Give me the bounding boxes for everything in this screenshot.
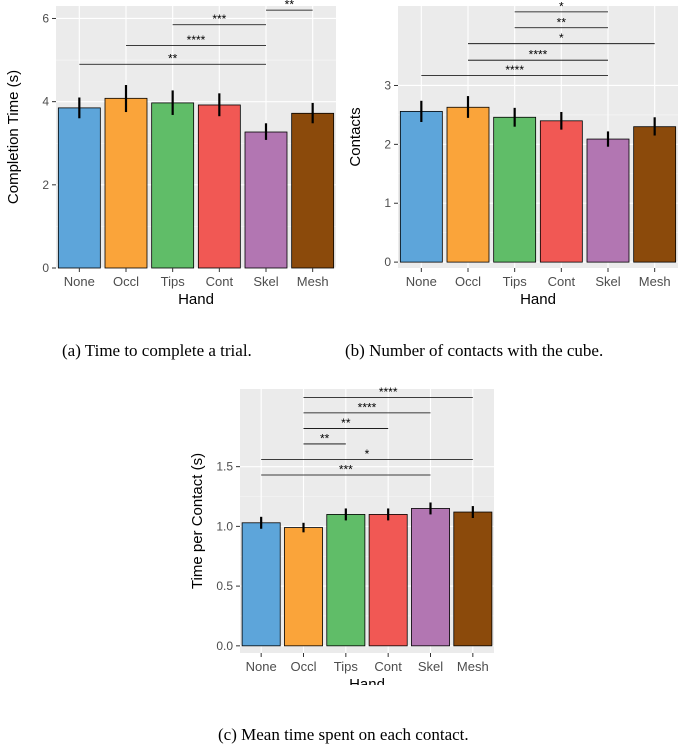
bar-none <box>57 107 101 269</box>
caption-b: (b) Number of contacts with the cube. <box>345 341 604 360</box>
x-tick-label-none: None <box>406 274 437 289</box>
y-tick-label: 1.0 <box>216 519 233 533</box>
significance-label: ** <box>341 416 351 430</box>
bar-cont <box>368 514 408 647</box>
y-tick-label: 1 <box>384 196 391 210</box>
significance-label: *** <box>339 463 353 477</box>
plot-panel <box>240 389 494 653</box>
caption-c: (c) Mean time spent on each contact. <box>218 725 469 744</box>
x-tick-label-mesh: Mesh <box>297 274 329 289</box>
bar-occl <box>446 106 490 263</box>
y-tick-label: 4 <box>42 95 49 109</box>
x-tick-label-occl: Occl <box>113 274 139 289</box>
y-axis-title: Completion Time (s) <box>5 70 22 204</box>
y-tick-label: 3 <box>384 78 391 92</box>
y-tick-label: 0 <box>42 261 49 275</box>
y-tick-label: 1.5 <box>216 460 233 474</box>
significance-label: **** <box>358 400 377 414</box>
x-tick-label-skel: Skel <box>418 659 443 674</box>
x-axis-title: Hand <box>178 291 214 308</box>
bar-mesh <box>453 511 493 647</box>
x-tick-label-tips: Tips <box>503 274 528 289</box>
significance-label: **** <box>379 385 398 399</box>
y-tick-label: 6 <box>42 11 49 25</box>
significance-label: ** <box>557 15 567 29</box>
bar-occl <box>104 97 148 269</box>
x-tick-label-none: None <box>246 659 277 674</box>
significance-label: **** <box>505 63 524 77</box>
plot-panel <box>56 6 336 268</box>
x-tick-label-mesh: Mesh <box>457 659 489 674</box>
x-tick-label-cont: Cont <box>206 274 234 289</box>
y-tick-label: 0.0 <box>216 639 233 653</box>
significance-label: ** <box>168 52 178 66</box>
significance-label: **** <box>529 48 548 62</box>
bar-none <box>241 522 281 647</box>
y-tick-label: 2 <box>384 137 391 151</box>
bar-tips <box>151 102 195 269</box>
y-tick-label: 2 <box>42 178 49 192</box>
x-tick-label-none: None <box>64 274 95 289</box>
bar-mesh <box>291 112 335 269</box>
x-axis-title: Hand <box>349 676 385 685</box>
y-axis-title: Contacts <box>347 107 364 166</box>
x-tick-label-mesh: Mesh <box>639 274 671 289</box>
bar-tips <box>326 514 366 647</box>
significance-label: ** <box>285 0 295 12</box>
x-tick-label-tips: Tips <box>161 274 186 289</box>
x-tick-label-cont: Cont <box>374 659 402 674</box>
y-tick-label: 0 <box>384 255 391 269</box>
x-tick-label-skel: Skel <box>253 274 278 289</box>
x-axis-title: Hand <box>520 291 556 308</box>
significance-label: * <box>559 0 564 13</box>
bar-skel <box>244 131 288 269</box>
x-tick-label-cont: Cont <box>548 274 576 289</box>
x-tick-label-occl: Occl <box>455 274 481 289</box>
significance-label: ** <box>320 431 330 445</box>
bar-mesh <box>633 126 677 263</box>
caption-a: (a) Time to complete a trial. <box>62 341 252 360</box>
x-tick-label-skel: Skel <box>595 274 620 289</box>
y-tick-label: 0.5 <box>216 579 233 593</box>
bar-tips <box>493 116 537 263</box>
bar-occl <box>284 527 323 647</box>
significance-label: **** <box>187 33 206 47</box>
x-tick-label-tips: Tips <box>334 659 359 674</box>
x-tick-label-occl: Occl <box>291 659 317 674</box>
bar-skel <box>586 138 630 263</box>
plot-panel <box>398 6 678 268</box>
significance-label: *** <box>212 12 226 26</box>
significance-label: * <box>559 31 564 45</box>
bar-cont <box>197 104 241 269</box>
significance-label: * <box>365 447 370 461</box>
bar-skel <box>411 508 450 647</box>
bar-cont <box>539 120 583 263</box>
bar-none <box>399 110 443 263</box>
y-axis-title: Time per Contact (s) <box>189 453 206 589</box>
